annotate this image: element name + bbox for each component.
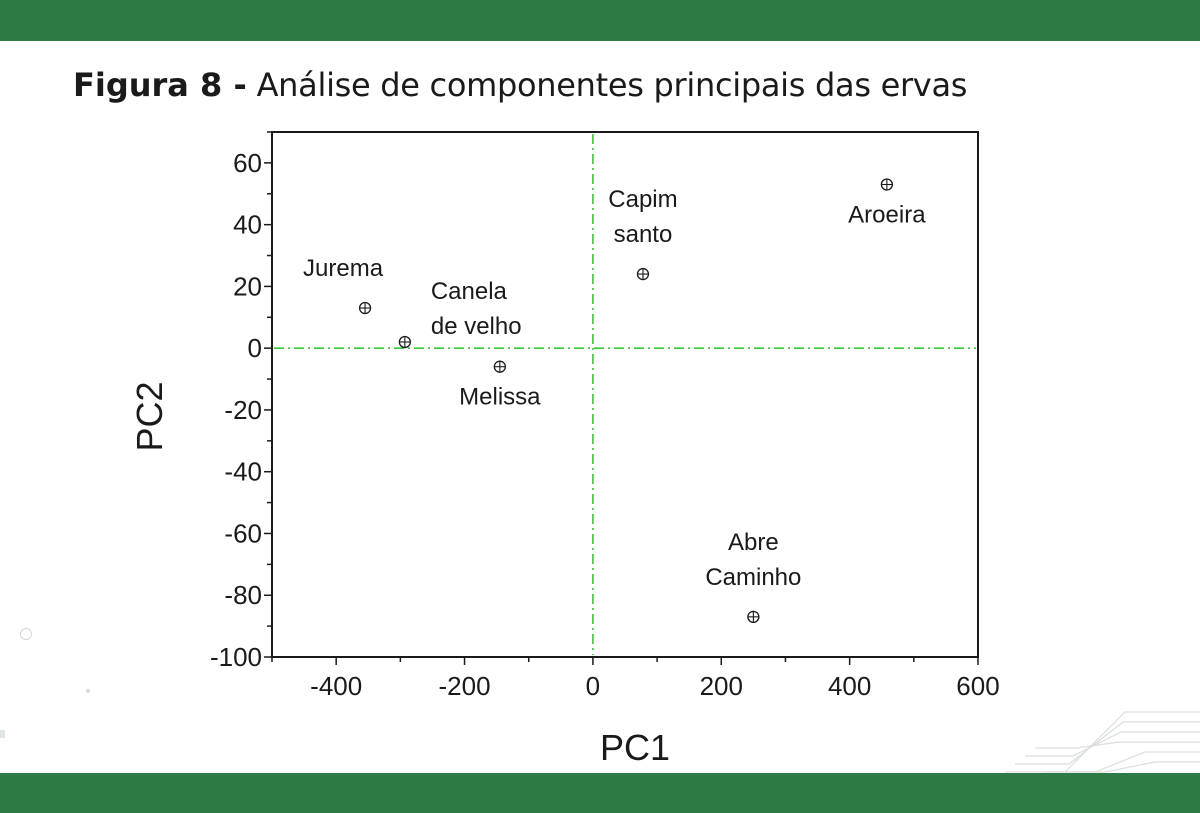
- figure-caption: Figura 8 - Análise de componentes princi…: [73, 66, 967, 104]
- y-tick-label: 20: [233, 271, 262, 301]
- decorative-dot: [86, 689, 90, 693]
- x-axis-title: PC1: [600, 727, 670, 768]
- point-label: Jurema: [303, 255, 384, 282]
- data-points: Jurema Canela de velho Melissa Capim santo Aro…: [303, 178, 926, 624]
- data-point: Melissa: [459, 360, 541, 411]
- x-tick-label: 0: [586, 671, 600, 701]
- data-point: Capim santo: [608, 186, 678, 281]
- plot-frame: [271, 131, 979, 658]
- data-point: Canela de velho: [398, 278, 522, 349]
- x-tick-label: 200: [700, 671, 743, 701]
- figure-title: Análise de componentes principais das er…: [246, 66, 968, 104]
- x-tick-label: -200: [439, 671, 491, 701]
- point-label: Caminho: [705, 564, 801, 591]
- data-point: Jurema: [303, 255, 384, 315]
- point-label: Abre: [728, 529, 779, 556]
- x-tick-label: 600: [956, 671, 999, 701]
- y-tick-label: 40: [233, 210, 262, 240]
- point-label: santo: [614, 221, 673, 248]
- figure-number: Figura 8 -: [73, 66, 247, 104]
- decorative-circuit-lines: [1005, 711, 1200, 773]
- top-band: [0, 0, 1200, 41]
- data-point: Aroeira: [848, 178, 926, 229]
- point-label: de velho: [431, 313, 522, 340]
- x-axis: -400 -200 0 200 400 600: [271, 657, 1000, 701]
- point-label: Aroeira: [848, 202, 926, 229]
- x-tick-label: 400: [828, 671, 871, 701]
- y-axis-title: PC2: [129, 381, 170, 451]
- point-label: Canela: [431, 278, 508, 305]
- bottom-band: [0, 773, 1200, 813]
- y-tick-label: 0: [248, 333, 262, 363]
- decorative-ring: [20, 628, 32, 640]
- y-tick-label: -40: [224, 457, 262, 487]
- y-tick-label: 60: [233, 148, 262, 178]
- y-tick-label: -60: [224, 518, 262, 548]
- point-label: Capim: [608, 186, 677, 213]
- decorative-square: [0, 730, 5, 738]
- y-tick-label: -80: [224, 580, 262, 610]
- x-tick-label: -400: [310, 671, 362, 701]
- y-axis: 60 40 20 0 -20 -40 -60 -80 -100: [210, 131, 272, 672]
- reference-lines: [274, 134, 976, 655]
- data-point: Abre Caminho: [705, 529, 801, 624]
- y-tick-label: -100: [210, 642, 262, 672]
- point-label: Melissa: [459, 384, 541, 411]
- y-tick-label: -20: [224, 395, 262, 425]
